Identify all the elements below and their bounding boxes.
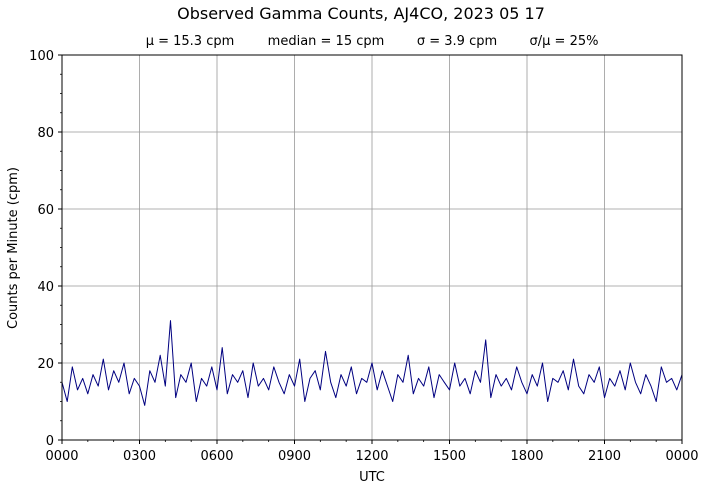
axis-ticks: 0000 0300 0600 0900 1200 1500 1800 2100 00000204… xyxy=(29,49,698,464)
x-tick-label: 1500 xyxy=(433,449,466,464)
grid-lines xyxy=(62,55,682,440)
subtitle-median: median = 15 cpm xyxy=(268,34,385,49)
y-tick-label: 100 xyxy=(29,49,54,64)
x-tick-label: 0900 xyxy=(278,449,311,464)
x-tick-label: 2100 xyxy=(588,449,621,464)
x-tick-label: 0000 xyxy=(665,449,698,464)
x-tick-label: 1800 xyxy=(510,449,543,464)
y-axis-label: Counts per Minute (cpm) xyxy=(6,167,21,329)
y-tick-label: 20 xyxy=(37,357,54,372)
chart-title: Observed Gamma Counts, AJ4CO, 2023 05 17 xyxy=(177,4,545,23)
series-line xyxy=(61,320,683,406)
y-tick-label: 80 xyxy=(37,126,54,141)
series-layer xyxy=(61,320,683,406)
subtitle-ratio: σ/μ = 25% xyxy=(530,34,599,49)
x-tick-label: 0600 xyxy=(200,449,233,464)
y-tick-label: 40 xyxy=(37,280,54,295)
y-tick-label: 60 xyxy=(37,203,54,218)
subtitle-mean: μ = 15.3 cpm xyxy=(146,34,235,49)
subtitle-sigma: σ = 3.9 cpm xyxy=(417,34,497,49)
x-tick-label: 1200 xyxy=(355,449,388,464)
y-tick-label: 0 xyxy=(46,434,54,449)
x-tick-label: 0000 xyxy=(45,449,78,464)
x-tick-label: 0300 xyxy=(123,449,156,464)
x-axis-label: UTC xyxy=(359,470,385,485)
